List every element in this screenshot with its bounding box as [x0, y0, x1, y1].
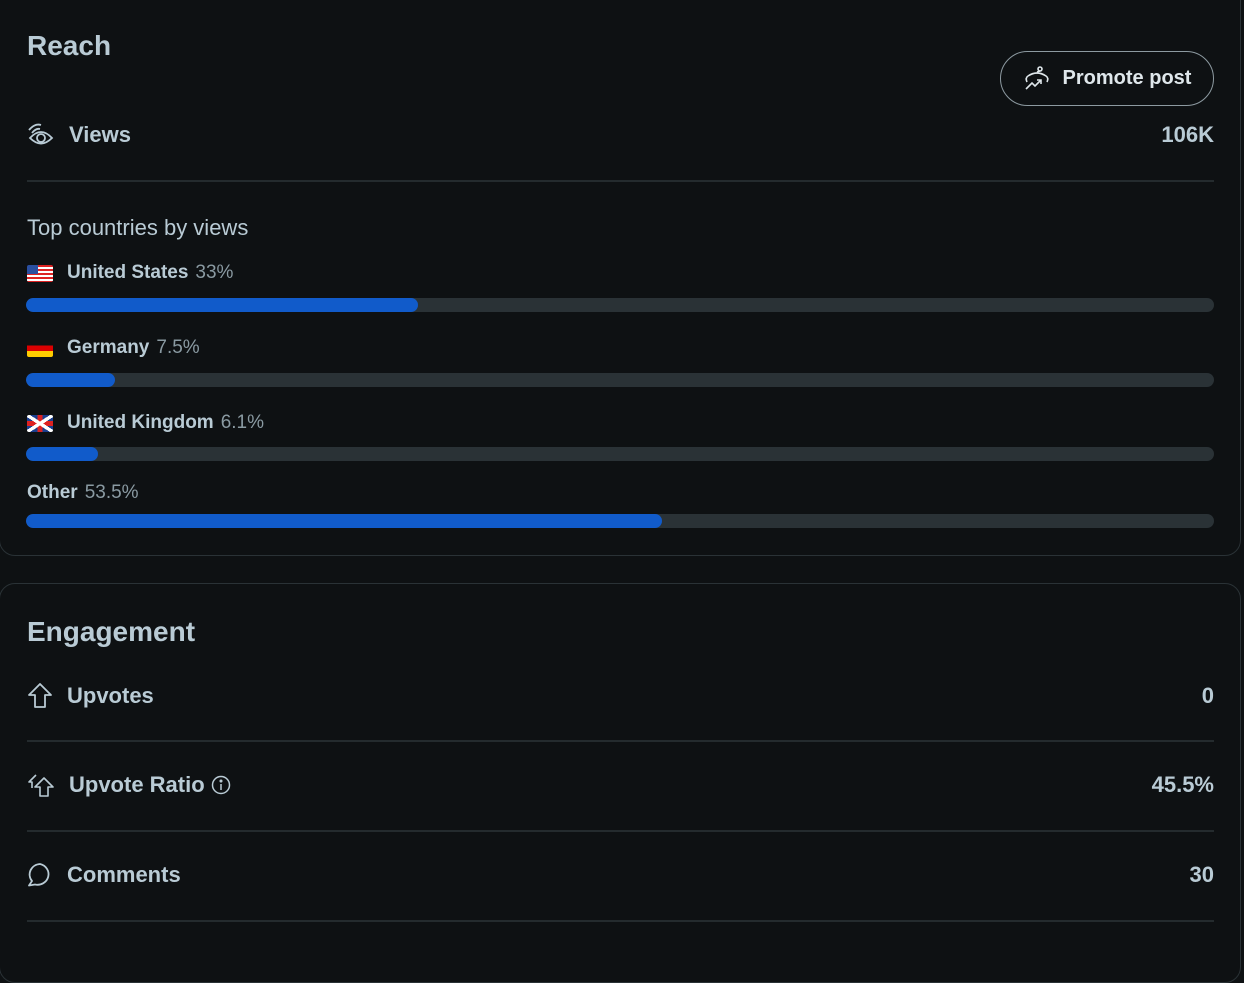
country-percent: 7.5%	[156, 337, 200, 358]
views-label: Views	[69, 122, 131, 147]
views-value: 106K	[1161, 122, 1214, 147]
reach-title: Reach	[27, 30, 112, 61]
flag-gb-icon	[27, 414, 53, 432]
country-bar-track	[26, 447, 1214, 461]
country-bar-fill	[26, 514, 662, 528]
country-bar-track	[26, 298, 1214, 312]
country-label: Other 53.5%	[27, 482, 139, 504]
divider	[27, 920, 1214, 922]
upvote-icon	[27, 682, 53, 710]
upvote-ratio-label: Upvote Ratio	[69, 772, 205, 797]
country-name: Germany	[67, 337, 150, 358]
country-bar-fill	[26, 373, 116, 387]
upvotes-label: Upvotes	[67, 683, 154, 708]
info-icon[interactable]	[211, 775, 231, 795]
upvote-ratio-icon	[27, 772, 55, 798]
country-bar-track	[26, 514, 1214, 528]
country-name: United Kingdom	[67, 412, 214, 433]
country-label: United Kingdom 6.1%	[27, 412, 264, 434]
divider	[27, 830, 1214, 832]
country-label: Germany 7.5%	[27, 337, 200, 359]
comments-value: 30	[1189, 862, 1214, 887]
divider	[27, 180, 1214, 182]
country-name: Other	[27, 482, 78, 503]
views-icon	[27, 122, 55, 148]
top-countries-title: Top countries by views	[27, 215, 249, 240]
country-bar-fill	[26, 447, 99, 461]
reach-card	[0, 0, 1241, 556]
flag-us-icon	[27, 264, 53, 282]
promote-post-button[interactable]: Promote post	[1000, 51, 1214, 106]
promote-post-label: Promote post	[1062, 67, 1192, 89]
comments-row: Comments 30	[27, 862, 1214, 888]
divider	[27, 740, 1214, 742]
country-percent: 33%	[195, 262, 234, 283]
country-percent: 6.1%	[220, 412, 265, 433]
country-percent: 53.5%	[84, 482, 139, 503]
views-row: Views 106K	[27, 122, 1214, 148]
comment-icon	[27, 862, 53, 888]
engagement-title: Engagement	[27, 616, 196, 647]
upvote-ratio-value: 45.5%	[1151, 772, 1214, 797]
upvote-ratio-row: Upvote Ratio 45.5%	[27, 772, 1214, 798]
country-name: United States	[67, 262, 189, 283]
upvotes-row: Upvotes 0	[27, 682, 1214, 710]
country-label: United States 33%	[27, 262, 233, 284]
country-bar-track	[26, 373, 1214, 387]
promote-icon	[1023, 65, 1051, 92]
engagement-card	[0, 583, 1241, 983]
comments-label: Comments	[67, 862, 181, 887]
country-bar-fill	[26, 298, 419, 312]
upvotes-value: 0	[1201, 683, 1214, 708]
flag-de-icon	[27, 339, 53, 357]
